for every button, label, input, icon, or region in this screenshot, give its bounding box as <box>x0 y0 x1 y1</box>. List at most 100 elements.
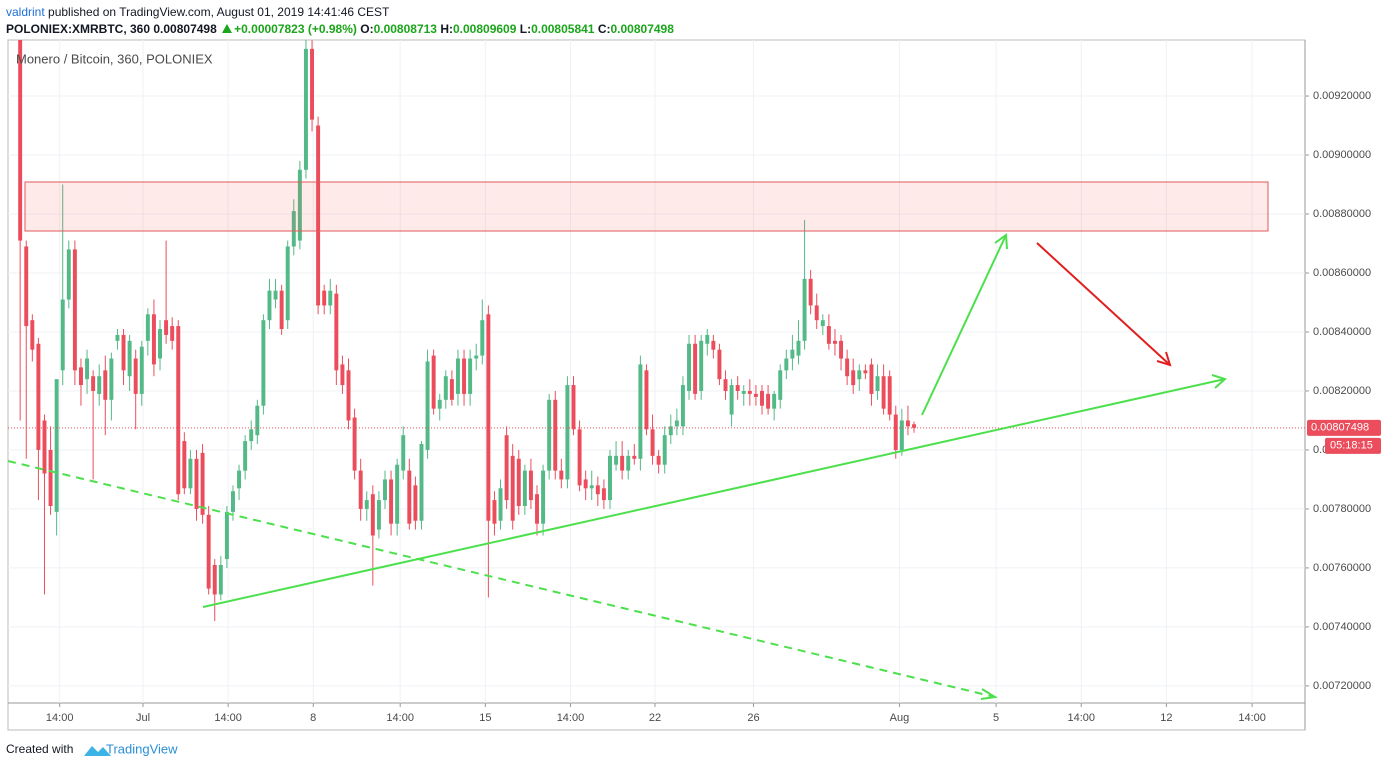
candle-body <box>48 449 53 506</box>
candle-body <box>316 125 321 306</box>
candle-body <box>832 340 837 344</box>
candle-body <box>693 343 698 394</box>
candle-body <box>267 290 272 321</box>
candle-body <box>826 326 831 344</box>
candle-body <box>425 361 430 450</box>
candle-body <box>401 435 406 471</box>
candle-body <box>723 379 728 391</box>
candle-body <box>255 405 260 436</box>
up-arrow <box>921 234 1007 416</box>
candle-body <box>608 455 612 501</box>
candle-body <box>194 458 199 509</box>
candle-body <box>182 441 187 489</box>
x-tick-label: 22 <box>649 712 661 724</box>
arrowhead <box>994 233 1008 250</box>
low: 0.00805841 <box>531 22 595 36</box>
candle-body <box>115 334 120 341</box>
candle-body <box>620 455 625 471</box>
candle-body <box>334 293 339 371</box>
candle-body <box>881 376 886 409</box>
y-tick-label: 0.00880000 <box>1313 208 1371 220</box>
candle-body <box>285 246 290 321</box>
candle-body <box>474 355 479 359</box>
x-tick-label: 26 <box>747 712 759 724</box>
candle-body <box>614 455 619 465</box>
candle-body <box>346 370 351 421</box>
candle-body <box>553 399 558 471</box>
x-tick-label: 14:00 <box>1238 712 1266 724</box>
candle-body <box>364 500 369 509</box>
candle-body <box>711 340 716 350</box>
candle-body <box>72 249 77 371</box>
quote-line: POLONIEX:XMRBTC, 360 0.00807498 +0.00007… <box>6 22 674 36</box>
last: 0.00807498 <box>153 22 217 36</box>
candle-body <box>601 488 606 501</box>
candle-body <box>845 358 850 377</box>
candle-body <box>231 491 235 512</box>
candle-body <box>212 564 217 595</box>
candle-body <box>145 314 150 341</box>
y-tick-label: 0.00860000 <box>1313 267 1371 279</box>
candle-body <box>498 488 503 521</box>
candle-body <box>486 314 491 521</box>
candle-body <box>103 370 108 400</box>
candle-body <box>358 470 363 509</box>
y-tick-label: 0.00720000 <box>1313 680 1371 692</box>
candle-body <box>97 376 102 394</box>
candle-body <box>796 340 801 356</box>
candle-body <box>863 370 868 374</box>
candle-body <box>407 470 412 524</box>
candle-body <box>802 278 807 341</box>
o-label: O: <box>360 22 374 36</box>
candle-body <box>133 358 138 394</box>
candle-body <box>808 278 813 306</box>
candle-body <box>528 470 533 501</box>
candle-body <box>535 494 539 524</box>
candle-body <box>589 485 594 489</box>
candle-body <box>303 48 308 170</box>
y-tick-label: 0.00780000 <box>1313 503 1371 515</box>
candle-body <box>735 385 740 391</box>
countdown: 05:18:15 <box>1330 440 1373 452</box>
up-icon <box>222 24 233 33</box>
support-line <box>202 378 1226 608</box>
candle-body <box>54 379 59 512</box>
candle-body <box>30 320 35 350</box>
candle-body <box>760 390 764 406</box>
candle-body <box>595 485 600 495</box>
candle-body <box>291 211 296 247</box>
x-tick-label: Jul <box>136 712 150 724</box>
candle-body <box>772 393 777 409</box>
legend: Monero / Bitcoin, 360, POLONIEX <box>16 51 213 66</box>
candle-body <box>559 470 564 480</box>
candle-body <box>650 429 655 456</box>
resistance-zone <box>24 181 1269 232</box>
candle-body <box>176 326 181 495</box>
last-price-box <box>1307 419 1381 436</box>
candle-body <box>510 455 515 521</box>
footer-brand[interactable]: TradingView <box>106 741 178 756</box>
candle-body <box>91 376 96 391</box>
author[interactable]: valdrint <box>6 5 45 19</box>
candle-body <box>249 429 254 442</box>
published: published on TradingView.com, August 01,… <box>48 5 390 19</box>
h-label: H: <box>440 22 453 36</box>
candle-body <box>869 364 874 394</box>
down-arrow <box>1036 242 1171 366</box>
candle-body <box>340 364 345 386</box>
candle-body <box>322 290 327 306</box>
candle-body <box>468 358 473 394</box>
candle-body <box>376 500 381 530</box>
candle-body <box>747 390 752 394</box>
arrowhead <box>1211 374 1227 389</box>
candle-body <box>516 458 521 506</box>
candle-body <box>583 479 588 489</box>
candle-body <box>431 355 436 409</box>
candle-body <box>310 48 315 120</box>
candle-body <box>480 320 485 356</box>
candle-body <box>297 169 302 241</box>
x-tick-label: 8 <box>310 712 316 724</box>
candle-body <box>577 429 582 486</box>
candle-body <box>237 470 242 489</box>
